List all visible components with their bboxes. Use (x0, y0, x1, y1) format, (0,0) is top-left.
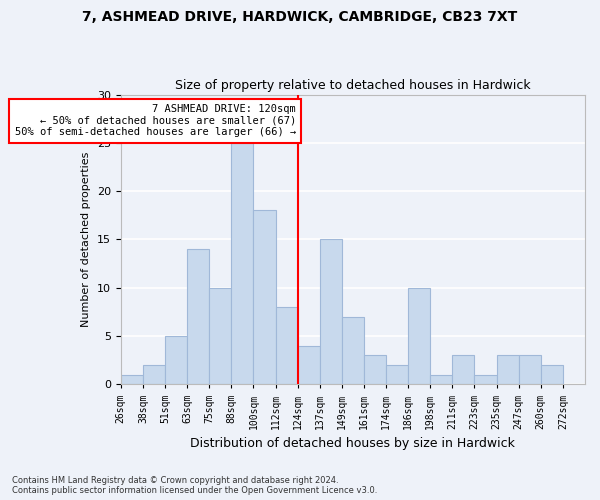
Bar (364, 356, 386, 384)
Bar (452, 356, 475, 384)
Bar (253, 210, 275, 384)
Bar (298, 346, 320, 385)
Title: Size of property relative to detached houses in Hardwick: Size of property relative to detached ho… (175, 79, 531, 92)
Text: 7, ASHMEAD DRIVE, HARDWICK, CAMBRIDGE, CB23 7XT: 7, ASHMEAD DRIVE, HARDWICK, CAMBRIDGE, C… (82, 10, 518, 24)
Text: Contains HM Land Registry data © Crown copyright and database right 2024.
Contai: Contains HM Land Registry data © Crown c… (12, 476, 377, 495)
Bar (165, 336, 187, 384)
Text: 7 ASHMEAD DRIVE: 120sqm
← 50% of detached houses are smaller (67)
50% of semi-de: 7 ASHMEAD DRIVE: 120sqm ← 50% of detache… (14, 104, 296, 138)
Bar (209, 288, 232, 384)
Bar (408, 288, 430, 384)
Bar (518, 356, 541, 384)
Bar (143, 365, 165, 384)
Bar (386, 365, 408, 384)
Bar (342, 317, 364, 384)
Bar (275, 307, 298, 384)
Bar (232, 143, 253, 384)
X-axis label: Distribution of detached houses by size in Hardwick: Distribution of detached houses by size … (190, 437, 515, 450)
Bar (121, 374, 143, 384)
Bar (475, 374, 497, 384)
Bar (320, 240, 342, 384)
Bar (187, 249, 209, 384)
Bar (430, 374, 452, 384)
Y-axis label: Number of detached properties: Number of detached properties (82, 152, 91, 327)
Bar (497, 356, 518, 384)
Bar (541, 365, 563, 384)
